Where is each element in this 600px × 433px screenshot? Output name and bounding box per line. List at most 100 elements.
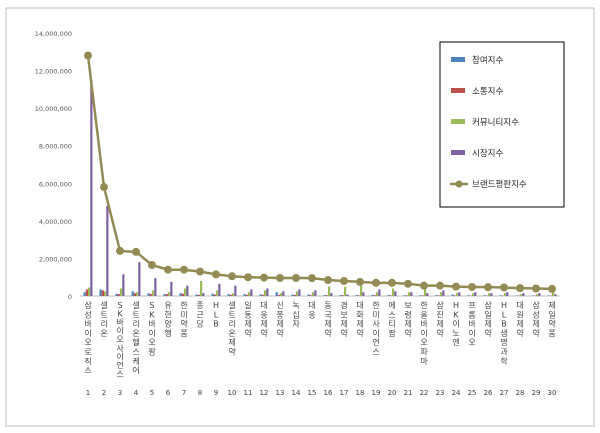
legend-swatch <box>451 88 465 93</box>
bar-4 <box>346 294 349 296</box>
bar-4 <box>122 274 125 296</box>
bar-2 <box>197 294 200 296</box>
y-tick-label: 12,000,000 <box>35 68 72 76</box>
bar-1 <box>467 295 470 296</box>
y-tick-label: 4,000,000 <box>39 218 72 226</box>
y-tick-label: 2,000,000 <box>39 255 72 263</box>
x-number-label: 16 <box>324 389 333 397</box>
x-number-label: 17 <box>340 389 349 397</box>
brand-index-point <box>148 261 156 269</box>
bar-1 <box>163 294 166 296</box>
brand-index-point <box>292 273 300 282</box>
bar-4 <box>106 205 109 296</box>
bar-1 <box>483 295 486 296</box>
legend-label: 소통지수 <box>472 87 503 97</box>
x-number-label: 7 <box>182 389 186 397</box>
bar-3 <box>88 287 91 296</box>
x-number-label: 19 <box>372 389 381 397</box>
bar-4 <box>154 278 157 296</box>
bar-1 <box>531 295 534 296</box>
legend-label: 커뮤니티지수 <box>472 117 519 128</box>
bar-1 <box>243 294 246 296</box>
plot-area <box>80 51 560 297</box>
bar-3 <box>104 291 107 296</box>
bar-4 <box>314 290 317 296</box>
x-number-label: 25 <box>468 389 477 397</box>
x-number-label: 30 <box>548 389 557 397</box>
brand-index-point <box>500 283 508 292</box>
bar-4 <box>138 262 141 296</box>
bar-2 <box>101 290 104 296</box>
y-tick-label: 8,000,000 <box>39 143 72 151</box>
bar-3 <box>456 293 459 296</box>
bar-3 <box>152 290 155 296</box>
bar-4 <box>554 294 557 296</box>
brand-index-point <box>340 276 348 285</box>
bar-3 <box>408 292 411 296</box>
brand-index-point <box>244 273 252 282</box>
bar-1 <box>147 293 150 296</box>
bar-3 <box>312 292 315 296</box>
bar-2 <box>245 294 248 296</box>
bar-1 <box>451 294 454 296</box>
bar-2 <box>405 295 408 296</box>
bar-4 <box>266 288 269 296</box>
legend-swatch <box>451 150 465 155</box>
bar-2 <box>309 295 312 296</box>
bar-4 <box>282 291 285 296</box>
legend-item: 커뮤니티지수 <box>451 117 519 128</box>
legend-item: 소통지수 <box>451 87 503 97</box>
bar-4 <box>298 289 301 296</box>
bar-4 <box>410 292 413 296</box>
legend-swatch <box>451 119 465 124</box>
brand-index-point <box>404 279 412 288</box>
bar-4 <box>234 285 237 296</box>
bar-2 <box>373 295 376 296</box>
bar-3 <box>552 292 555 296</box>
bar-4 <box>170 281 173 296</box>
bar-1 <box>291 294 294 296</box>
brand-index-point <box>308 274 316 283</box>
brand-index-point <box>356 277 364 286</box>
legend-label: 시장지수 <box>472 148 503 159</box>
legend-swatch <box>451 57 465 62</box>
y-tick-label: 14,000,000 <box>35 30 72 38</box>
x-number-labels: 1 2 3 4 5 6 7 8 9 10 11 12 13 14 15 16 17 18 19 20 21 22 23 24 2… <box>86 389 557 397</box>
bar-2 <box>453 295 456 296</box>
brand-index-point <box>548 284 556 293</box>
bar-4 <box>394 291 397 296</box>
bar-4 <box>522 293 525 296</box>
bar-3 <box>136 292 139 296</box>
bar-3 <box>280 293 283 296</box>
bar-3 <box>504 293 507 296</box>
brand-index-point <box>196 267 204 276</box>
y-tick-label: 6,000,000 <box>39 180 72 188</box>
bar-1 <box>195 294 198 296</box>
bar-4 <box>474 292 477 296</box>
x-number-label: 15 <box>308 389 317 397</box>
legend-item: 참여지수 <box>451 55 503 66</box>
bar-4 <box>330 293 333 296</box>
x-number-label: 3 <box>118 389 122 397</box>
bar-3 <box>488 293 491 296</box>
legend-item: 시장지수 <box>451 148 503 159</box>
brand-index-point <box>132 247 140 256</box>
